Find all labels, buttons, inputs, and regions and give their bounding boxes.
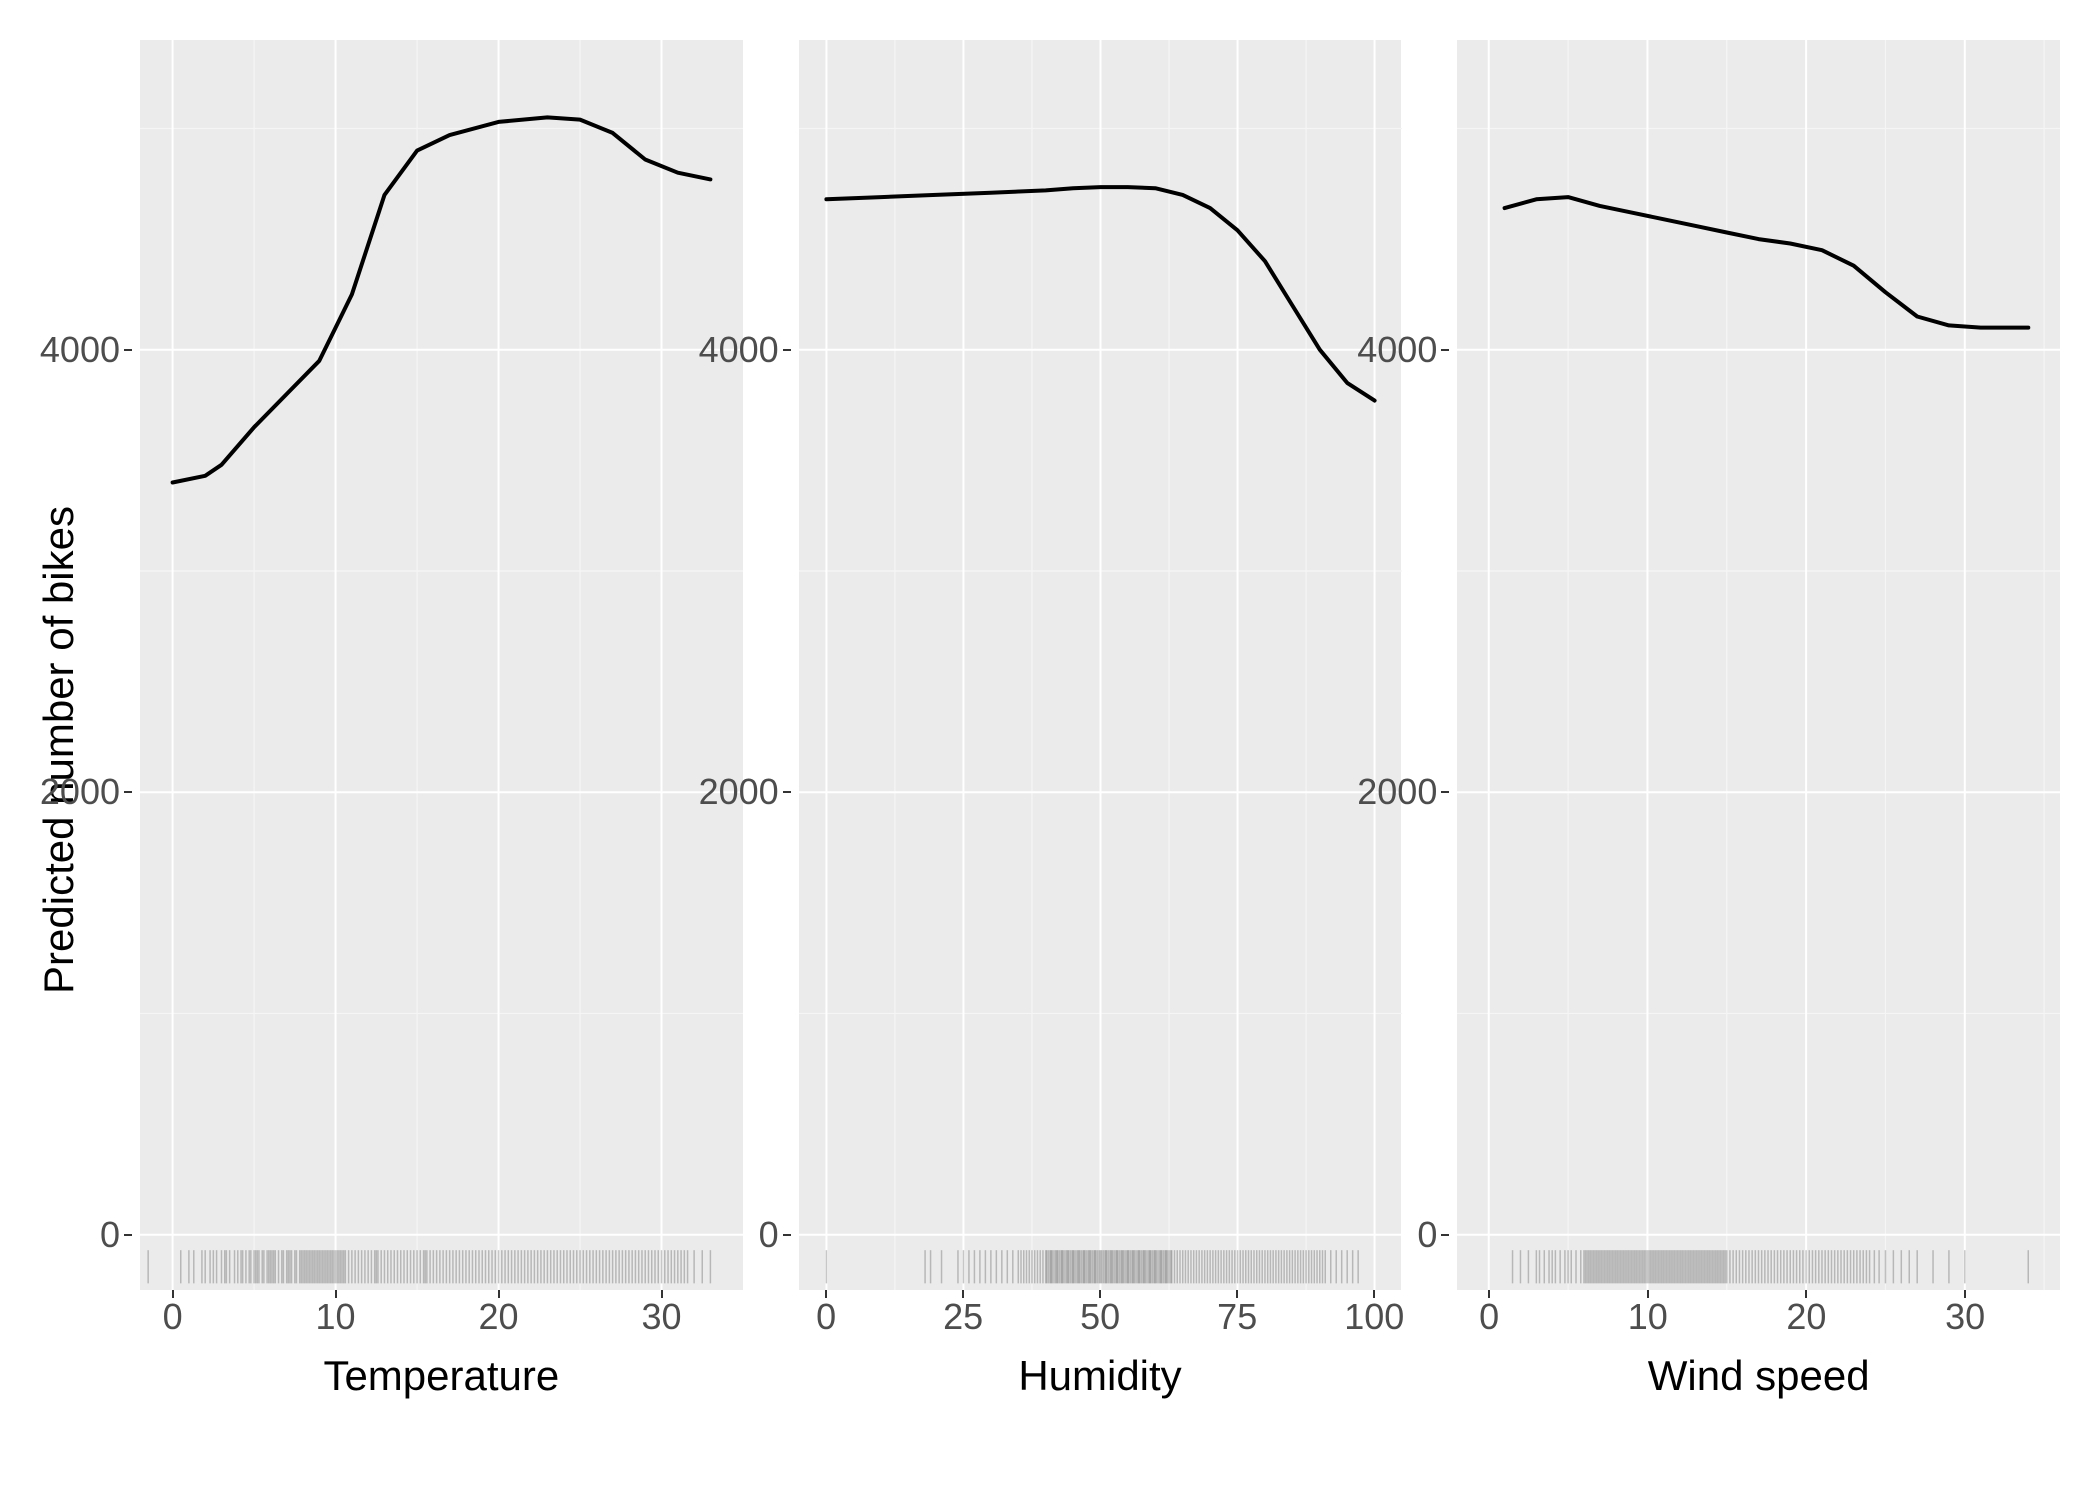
y-tick-mark bbox=[1441, 349, 1449, 351]
y-tick-mark bbox=[124, 791, 132, 793]
y-tick-label: 0 bbox=[100, 1214, 120, 1256]
x-tick-mark bbox=[1236, 1290, 1238, 1298]
y-tick-label: 4000 bbox=[699, 329, 779, 371]
x-tick-label: 75 bbox=[1217, 1296, 1257, 1338]
y-tick-mark bbox=[1441, 1234, 1449, 1236]
y-tick-mark bbox=[783, 349, 791, 351]
x-tick-mark bbox=[825, 1290, 827, 1298]
x-tick-label: 10 bbox=[1628, 1296, 1668, 1338]
x-tick-mark bbox=[1647, 1290, 1649, 1298]
plot-svg bbox=[1457, 40, 2060, 1290]
plot-area-temperature: 020004000 bbox=[140, 40, 743, 1290]
x-tick-mark bbox=[498, 1290, 500, 1298]
pdp-line-windspeed bbox=[1505, 197, 2029, 328]
x-tick-mark bbox=[962, 1290, 964, 1298]
y-tick-mark bbox=[783, 1234, 791, 1236]
y-tick-label: 4000 bbox=[1357, 329, 1437, 371]
y-tick-mark bbox=[124, 349, 132, 351]
x-tick-label: 30 bbox=[641, 1296, 681, 1338]
x-axis: 0 10 20 30 bbox=[140, 1290, 743, 1350]
plot-area-humidity: 020004000 bbox=[799, 40, 1402, 1290]
panel-windspeed: 020004000 0 10 20 30 Wind speed bbox=[1457, 40, 2060, 1400]
y-tick-label: 0 bbox=[759, 1214, 779, 1256]
x-axis: 0 10 20 30 bbox=[1457, 1290, 2060, 1350]
y-tick-mark bbox=[783, 791, 791, 793]
x-tick-mark bbox=[335, 1290, 337, 1298]
x-tick-mark bbox=[1099, 1290, 1101, 1298]
x-tick-label: 0 bbox=[816, 1296, 836, 1338]
pdp-line-temperature bbox=[173, 117, 711, 482]
y-tick-label: 4000 bbox=[40, 329, 120, 371]
x-axis-label: Wind speed bbox=[1457, 1352, 2060, 1400]
x-axis: 0 25 50 75 100 bbox=[799, 1290, 1402, 1350]
x-axis-label: Humidity bbox=[799, 1352, 1402, 1400]
rug-marks bbox=[148, 1250, 710, 1283]
x-tick-label: 20 bbox=[479, 1296, 519, 1338]
panel-humidity: 020004000 0 25 50 75 100 Humidity bbox=[799, 40, 1402, 1400]
y-tick-mark bbox=[124, 1234, 132, 1236]
x-tick-label: 50 bbox=[1080, 1296, 1120, 1338]
x-axis-label: Temperature bbox=[140, 1352, 743, 1400]
rug-marks bbox=[826, 1250, 1358, 1283]
plot-svg bbox=[140, 40, 743, 1290]
x-tick-label: 10 bbox=[316, 1296, 356, 1338]
pdp-figure: Predicted number of bikes 02000400001020… bbox=[0, 0, 2100, 1500]
x-tick-mark bbox=[1488, 1290, 1490, 1298]
x-tick-label: 100 bbox=[1344, 1296, 1404, 1338]
y-tick-label: 2000 bbox=[40, 771, 120, 813]
y-tick-label: 2000 bbox=[699, 771, 779, 813]
x-tick-mark bbox=[1373, 1290, 1375, 1298]
panel-temperature: 020004000 0 10 20 30 Temperature bbox=[140, 40, 743, 1400]
rug-marks bbox=[1513, 1250, 2029, 1283]
x-tick-label: 20 bbox=[1786, 1296, 1826, 1338]
x-tick-label: 0 bbox=[1479, 1296, 1499, 1338]
x-tick-mark bbox=[172, 1290, 174, 1298]
x-tick-label: 0 bbox=[163, 1296, 183, 1338]
y-tick-label: 2000 bbox=[1357, 771, 1437, 813]
y-tick-mark bbox=[1441, 791, 1449, 793]
x-tick-label: 25 bbox=[943, 1296, 983, 1338]
x-tick-mark bbox=[1964, 1290, 1966, 1298]
panels-row: 0200040000102030Temperature0200040000255… bbox=[140, 40, 2060, 1400]
y-axis-label: Predicted number of bikes bbox=[35, 506, 83, 994]
x-tick-mark bbox=[661, 1290, 663, 1298]
y-tick-label: 0 bbox=[1417, 1214, 1437, 1256]
x-tick-mark bbox=[1805, 1290, 1807, 1298]
plot-svg bbox=[799, 40, 1402, 1290]
x-tick-label: 30 bbox=[1945, 1296, 1985, 1338]
plot-area-windspeed: 020004000 bbox=[1457, 40, 2060, 1290]
